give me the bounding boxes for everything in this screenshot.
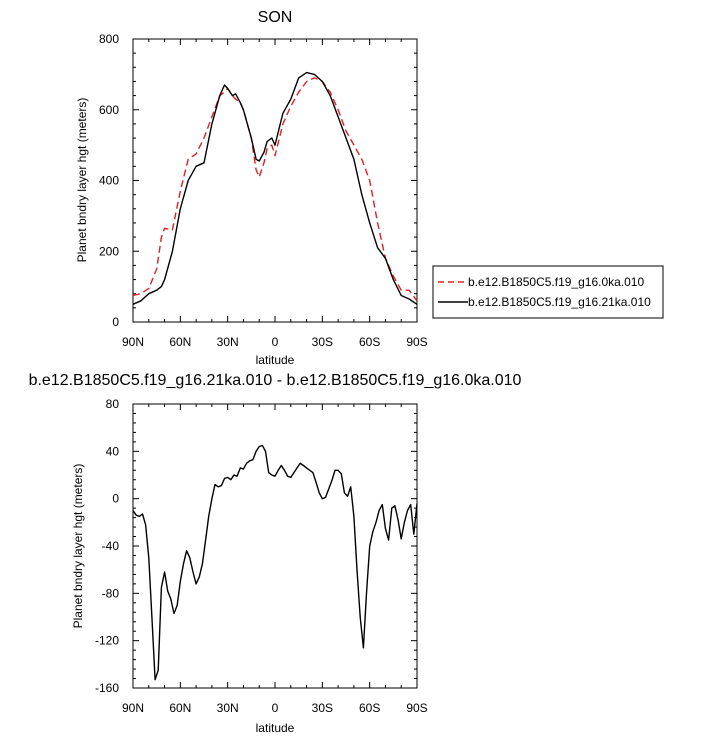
top-chart-frame bbox=[132, 38, 418, 323]
top-y-tick-label: 200 bbox=[99, 244, 119, 258]
bottom-y-tick-label: -40 bbox=[102, 539, 120, 553]
top-x-tick-label: 0 bbox=[272, 335, 279, 349]
bottom-y-tick-label: -80 bbox=[102, 586, 120, 600]
top-series-line-0 bbox=[132, 77, 418, 302]
legend-label-series-1b: b.e12.B1850C5.f19_g16.21ka.010 bbox=[468, 295, 651, 309]
top-y-tick-label: 800 bbox=[99, 32, 119, 46]
bottom-x-tick-label: 90S bbox=[406, 701, 427, 715]
top-x-tick-label: 60S bbox=[359, 335, 380, 349]
bottom-y-tick-label: 0 bbox=[112, 492, 119, 506]
bottom-y-tick-label: 80 bbox=[106, 397, 120, 411]
bottom-chart-y-axis-label: Planet bndry layer hgt (meters) bbox=[71, 464, 85, 629]
bottom-chart-frame bbox=[132, 403, 418, 689]
top-x-tick-label: 90S bbox=[406, 335, 427, 349]
bottom-chart-title: b.e12.B1850C5.f19_g16.21ka.010 - b.e12.B… bbox=[29, 372, 522, 389]
bottom-series-line-0 bbox=[132, 444, 418, 681]
top-y-tick-label: 400 bbox=[99, 174, 119, 188]
bottom-x-tick-label: 30N bbox=[217, 701, 239, 715]
bottom-x-tick-label: 0 bbox=[272, 701, 279, 715]
top-chart-legend: b.e12.B1850C5.f19_g16.0ka.010 b.e12.B185… bbox=[432, 265, 664, 319]
bottom-x-tick-label: 30S bbox=[312, 701, 333, 715]
bottom-y-tick-label: -120 bbox=[95, 634, 119, 648]
top-chart-x-axis-label: latitude bbox=[256, 353, 295, 367]
top-x-tick-label: 30N bbox=[217, 335, 239, 349]
top-chart-title: SON bbox=[258, 9, 293, 26]
legend-box bbox=[432, 265, 664, 319]
bottom-chart-x-axis-label: latitude bbox=[256, 721, 295, 735]
bottom-y-tick-label: -160 bbox=[95, 681, 119, 695]
top-y-tick-label: 600 bbox=[99, 103, 119, 117]
top-series-line-1 bbox=[132, 71, 418, 305]
bottom-x-tick-label: 60S bbox=[359, 701, 380, 715]
bottom-y-tick-label: 40 bbox=[106, 444, 120, 458]
legend-label-series-0: b.e12.B1850C5.f19_g16.0ka.010 bbox=[468, 275, 644, 289]
bottom-x-tick-label: 90N bbox=[122, 701, 144, 715]
top-x-tick-label: 90N bbox=[122, 335, 144, 349]
top-y-tick-label: 0 bbox=[112, 315, 119, 329]
top-x-tick-label: 60N bbox=[169, 335, 191, 349]
top-x-tick-label: 30S bbox=[312, 335, 333, 349]
bottom-x-tick-label: 60N bbox=[169, 701, 191, 715]
top-chart-y-axis-label: Planet bndry layer hgt (meters) bbox=[75, 98, 89, 263]
